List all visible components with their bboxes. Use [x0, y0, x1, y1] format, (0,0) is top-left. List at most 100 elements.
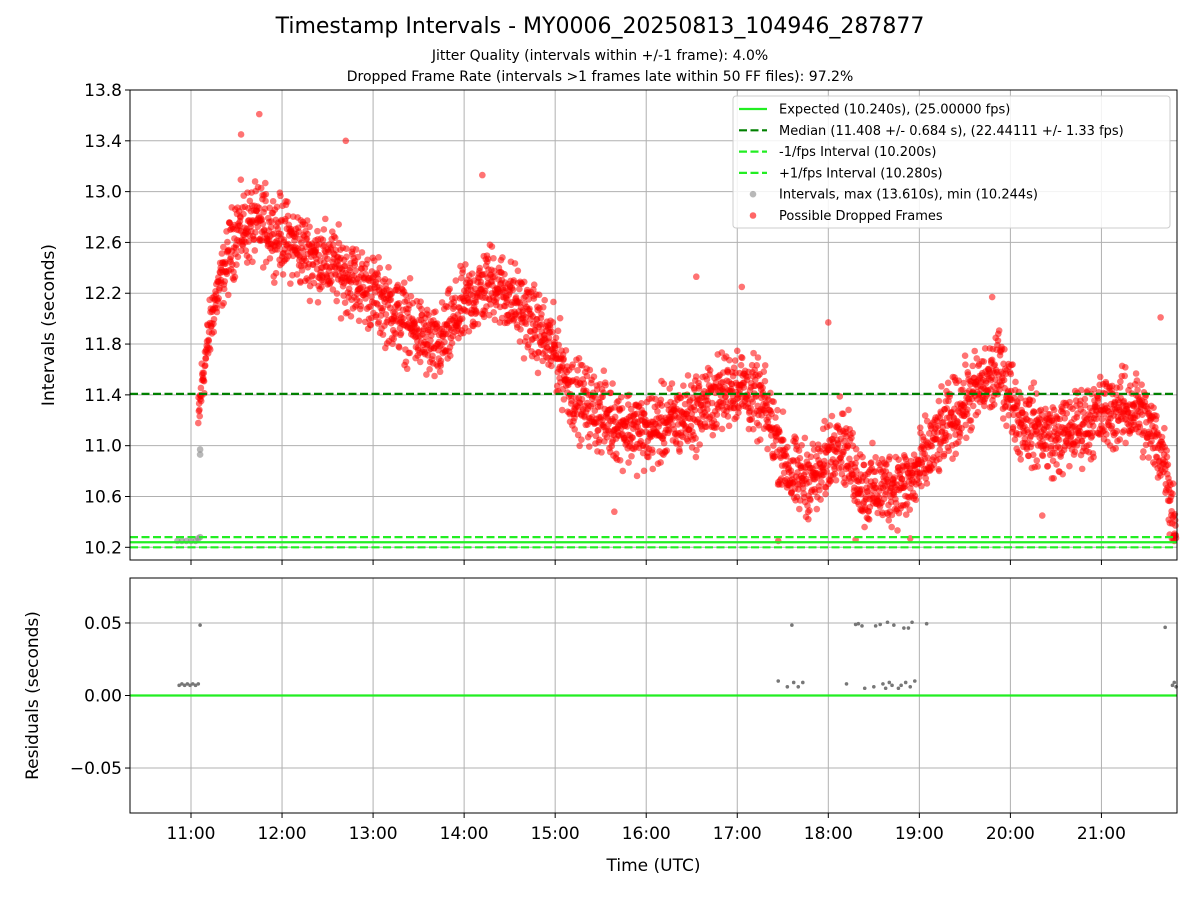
dropped-frame-point — [999, 415, 1007, 422]
dropped-frame-point — [921, 412, 929, 419]
y-tick-label: −0.05 — [70, 759, 122, 779]
dropped-frame-point — [525, 295, 532, 303]
dropped-frame-point — [343, 253, 350, 261]
dropped-frame-point — [760, 368, 768, 376]
x-tick-label: 14:00 — [440, 824, 489, 844]
dropped-frame-point — [935, 397, 943, 405]
dropped-frame-point — [255, 204, 263, 212]
residual-point — [177, 683, 181, 688]
interval-point — [196, 446, 204, 453]
dropped-frame-point — [649, 465, 657, 473]
dropped-frame-point — [1158, 433, 1166, 441]
dropped-frame-point — [574, 367, 581, 374]
x-tick-label: 12:00 — [258, 824, 307, 844]
dropped-frame-point — [962, 434, 970, 442]
dropped-frame-point — [892, 499, 900, 507]
dropped-frame-point — [1116, 384, 1124, 391]
residual-point — [890, 683, 894, 688]
dropped-frame-point — [923, 480, 931, 487]
dropped-frame-point — [753, 362, 761, 369]
dropped-frame-point — [708, 399, 716, 407]
dropped-frame-point — [402, 291, 410, 299]
dropped-frame-point — [964, 371, 972, 378]
dropped-frame-point — [1009, 423, 1017, 431]
dropped-frame-point — [962, 421, 969, 429]
dropped-frame-point — [1030, 379, 1038, 386]
dropped-frame-point — [903, 500, 911, 508]
dropped-frame-point — [980, 358, 988, 365]
dropped-frame-point — [813, 505, 821, 513]
dropped-frame-point — [1085, 441, 1093, 449]
residuals-y-axis-label: Residuals (seconds) — [23, 611, 43, 780]
dropped-frame-point — [553, 350, 560, 357]
dropped-frame-point — [774, 406, 781, 414]
dropped-frame-point — [602, 381, 609, 389]
dropped-frame-point — [725, 422, 733, 430]
dropped-frame-point — [1164, 461, 1172, 468]
dropped-frame-point — [825, 319, 832, 326]
dropped-frame-point — [1034, 463, 1041, 470]
dropped-frame-point — [875, 494, 883, 501]
dropped-frame-point — [548, 362, 555, 370]
dropped-frame-point — [1056, 415, 1064, 423]
dropped-frame-point — [465, 328, 473, 335]
dropped-frame-subtitle: Dropped Frame Rate (intervals >1 frames … — [346, 69, 854, 85]
dropped-frame-point — [1039, 452, 1047, 460]
dropped-frame-point — [385, 264, 392, 271]
dropped-frame-point — [805, 515, 812, 523]
dropped-frame-point — [1066, 398, 1073, 406]
dropped-frame-point — [548, 328, 556, 336]
dropped-frame-point — [865, 516, 873, 523]
dropped-frame-point — [432, 308, 439, 316]
dropped-frame-point — [845, 406, 852, 414]
dropped-frame-point — [1139, 454, 1147, 461]
dropped-frame-point — [347, 313, 355, 320]
dropped-frame-point — [586, 430, 594, 438]
dropped-frame-point — [898, 475, 906, 483]
dropped-frame-point — [480, 313, 488, 321]
dropped-frame-point — [446, 285, 454, 293]
dropped-frame-point — [849, 429, 856, 437]
dropped-frame-point — [801, 434, 809, 442]
dropped-frame-point — [918, 482, 925, 490]
dropped-frame-point — [574, 431, 582, 439]
dropped-frame-point — [798, 441, 805, 449]
dropped-frame-point — [730, 364, 738, 371]
dropped-frame-point — [795, 447, 803, 454]
dropped-frame-point — [335, 221, 343, 228]
dropped-frame-point — [210, 315, 218, 323]
dropped-frame-point — [623, 423, 631, 430]
dropped-frame-point — [828, 412, 836, 420]
dropped-frame-point — [1050, 474, 1057, 482]
dropped-frame-point — [1000, 376, 1008, 384]
dropped-frame-point — [1089, 422, 1097, 430]
dropped-frame-point — [254, 223, 262, 230]
dropped-frame-point — [809, 440, 817, 448]
dropped-frame-point — [761, 377, 769, 385]
dropped-frame-point — [213, 308, 221, 316]
dropped-frame-point — [376, 264, 384, 272]
dropped-frame-point — [1153, 412, 1160, 420]
dropped-frame-point — [1078, 465, 1086, 473]
dropped-frame-point — [448, 339, 456, 347]
dropped-frame-point — [474, 320, 482, 328]
residual-point — [872, 684, 876, 689]
dropped-frame-point — [418, 305, 425, 313]
dropped-frame-point — [364, 256, 371, 264]
dropped-frame-point — [306, 297, 314, 305]
dropped-frame-point — [218, 250, 226, 257]
dropped-frame-point — [722, 398, 730, 406]
dropped-frame-point — [888, 523, 895, 531]
dropped-frame-point — [284, 198, 291, 206]
dropped-frame-point — [1000, 360, 1007, 368]
dropped-frame-point — [341, 262, 349, 270]
dropped-frame-point — [433, 320, 441, 327]
dropped-frame-point — [802, 468, 810, 476]
y-tick-label: 11.8 — [84, 335, 122, 355]
dropped-frame-point — [259, 220, 267, 228]
dropped-frame-point — [333, 290, 341, 297]
dropped-frame-point — [560, 355, 567, 363]
dropped-frame-point — [197, 397, 205, 405]
dropped-frame-point — [1011, 436, 1019, 443]
intervals-plot-frame — [129, 89, 1178, 561]
